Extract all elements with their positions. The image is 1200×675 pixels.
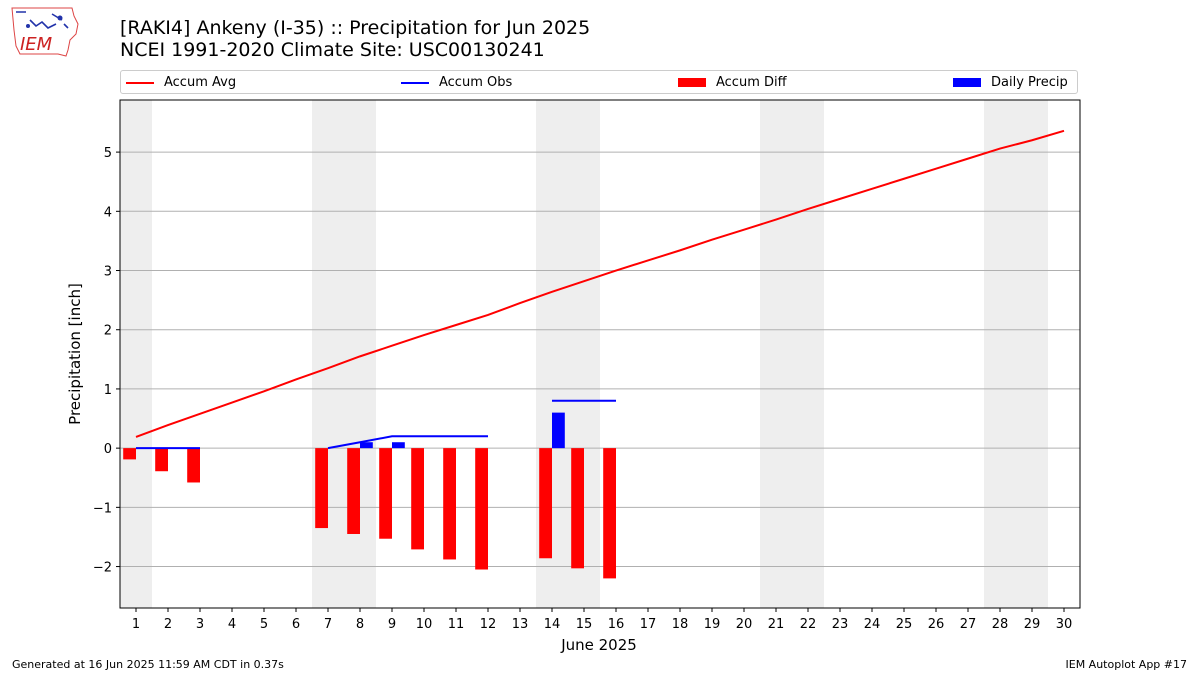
accum-diff-bar <box>187 448 200 483</box>
legend-swatch-daily-precip <box>953 78 981 87</box>
x-tick-label: 7 <box>324 617 332 632</box>
x-tick-label: 18 <box>672 617 689 632</box>
chart-title: [RAKI4] Ankeny (I-35) :: Precipitation f… <box>120 17 590 61</box>
accum-diff-bar <box>155 448 168 472</box>
chart-title-line1: [RAKI4] Ankeny (I-35) :: Precipitation f… <box>120 17 591 39</box>
accum-diff-bar <box>347 448 360 534</box>
weekend-band <box>760 100 824 608</box>
gridlines <box>120 151 1080 568</box>
x-tick-label: 21 <box>768 617 785 632</box>
svg-text:IEM: IEM <box>20 34 53 55</box>
accum-obs-line <box>327 435 488 450</box>
legend-label-daily-precip: Daily Precip <box>991 75 1068 90</box>
x-tick-label: 23 <box>832 617 849 632</box>
x-tick-label: 8 <box>356 617 364 632</box>
legend-item-daily-precip: Daily Precip <box>953 74 1068 91</box>
accum-diff-bar <box>571 448 584 569</box>
x-tick-label: 10 <box>416 617 433 632</box>
x-tick-label: 16 <box>608 617 625 632</box>
x-tick-label: 11 <box>448 617 465 632</box>
accum-diff-bar <box>379 448 392 539</box>
accum-diff-bar <box>443 448 456 560</box>
legend-item-accum-avg: Accum Avg <box>126 74 236 91</box>
legend-label-accum-diff: Accum Diff <box>716 75 787 90</box>
x-tick-label: 9 <box>388 617 396 632</box>
legend-swatch-accum-obs <box>401 81 429 84</box>
legend-label-accum-obs: Accum Obs <box>439 75 513 90</box>
x-tick-label: 20 <box>736 617 753 632</box>
chart-title-line2: NCEI 1991-2020 Climate Site: USC00130241 <box>120 39 545 61</box>
y-tick-label: 0 <box>104 442 112 457</box>
y-tick-label: 1 <box>104 383 112 398</box>
x-tick-label: 19 <box>704 617 721 632</box>
legend-item-accum-obs: Accum Obs <box>401 74 512 91</box>
accum-diff-bar <box>123 448 136 460</box>
x-tick-label: 28 <box>992 617 1009 632</box>
x-tick-label: 3 <box>196 617 204 632</box>
y-tick-label: −1 <box>93 501 112 516</box>
x-tick-label: 6 <box>292 617 300 632</box>
x-tick-label: 17 <box>640 617 657 632</box>
x-tick-label: 5 <box>260 617 268 632</box>
x-tick-label: 13 <box>512 617 529 632</box>
daily-precip-bar <box>552 412 565 449</box>
y-axis-label: Precipitation [inch] <box>66 283 84 425</box>
weekend-band <box>984 100 1048 608</box>
accum-diff-bar <box>411 448 424 550</box>
chart-legend: Accum Avg Accum Obs Accum Diff Daily Pre… <box>120 70 1078 94</box>
x-tick-label: 29 <box>1024 617 1041 632</box>
accum-avg-line <box>135 129 1065 438</box>
x-tick-label: 15 <box>576 617 593 632</box>
daily-precip-bar <box>360 442 373 449</box>
x-tick-label: 14 <box>544 617 561 632</box>
x-axis-label: June 2025 <box>560 636 637 654</box>
y-tick-label: 3 <box>104 265 112 280</box>
footer-app: IEM Autoplot App #17 <box>1065 658 1188 671</box>
accum-diff-bar <box>475 448 488 570</box>
x-tick-label: 24 <box>864 617 881 632</box>
bars <box>123 412 616 579</box>
y-tick-label: 2 <box>104 324 112 339</box>
x-tick-label: 26 <box>928 617 945 632</box>
plot-frame <box>119 99 1081 609</box>
y-tick-label: −2 <box>93 561 112 576</box>
accum-diff-bar <box>603 448 616 579</box>
y-tick-label: 4 <box>104 205 112 220</box>
footer-generated: Generated at 16 Jun 2025 11:59 AM CDT in… <box>12 658 284 671</box>
x-tick-label: 1 <box>132 617 140 632</box>
x-tick-label: 27 <box>960 617 977 632</box>
daily-precip-bar <box>392 442 405 449</box>
legend-label-accum-avg: Accum Avg <box>164 75 237 90</box>
x-tick-label: 12 <box>480 617 497 632</box>
y-tick-label: 5 <box>104 146 112 161</box>
accum-diff-bar <box>539 448 552 559</box>
legend-item-accum-diff: Accum Diff <box>678 74 787 91</box>
legend-swatch-accum-diff <box>678 78 706 87</box>
x-tick-label: 2 <box>164 617 172 632</box>
x-tick-label: 25 <box>896 617 913 632</box>
x-tick-label: 4 <box>228 617 236 632</box>
iem-logo: IEM <box>11 7 79 57</box>
accum-diff-bar <box>315 448 328 529</box>
x-tick-label: 30 <box>1056 617 1073 632</box>
x-tick-label: 22 <box>800 617 817 632</box>
legend-swatch-accum-avg <box>126 81 154 84</box>
weekend-band <box>120 100 152 608</box>
series-lines <box>135 129 1065 450</box>
